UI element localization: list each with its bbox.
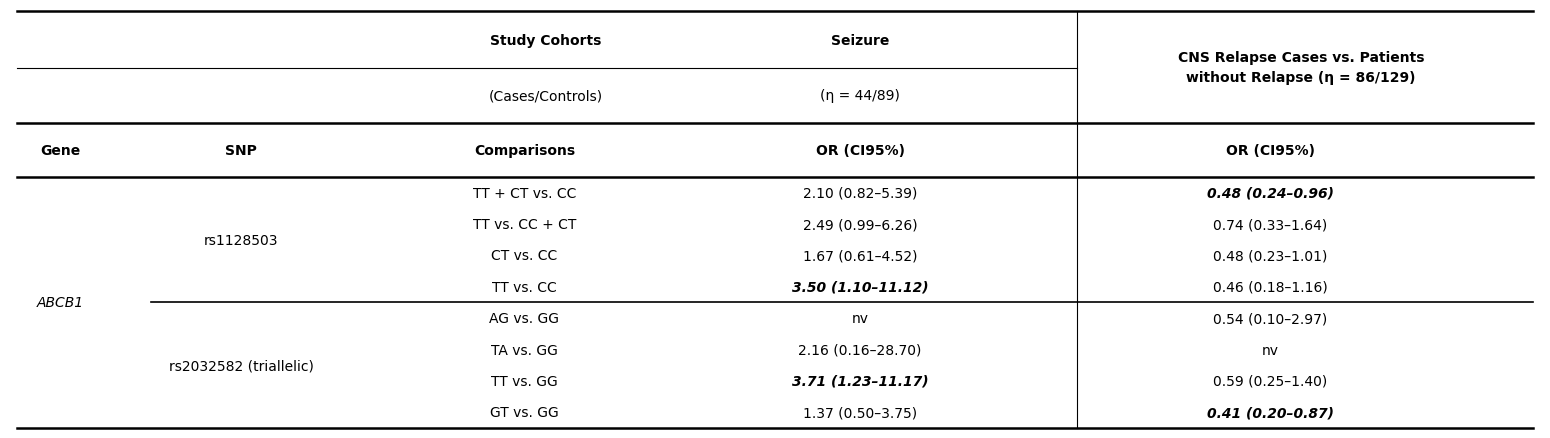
Text: 0.48 (0.24–0.96): 0.48 (0.24–0.96)	[1206, 186, 1333, 200]
Text: 2.10 (0.82–5.39): 2.10 (0.82–5.39)	[803, 186, 918, 200]
Text: (η = 44/89): (η = 44/89)	[820, 89, 901, 103]
Text: nv: nv	[851, 311, 868, 325]
Text: 2.16 (0.16–28.70): 2.16 (0.16–28.70)	[798, 343, 922, 357]
Text: 0.74 (0.33–1.64): 0.74 (0.33–1.64)	[1214, 218, 1327, 232]
Text: 1.67 (0.61–4.52): 1.67 (0.61–4.52)	[803, 249, 918, 263]
Text: 3.71 (1.23–11.17): 3.71 (1.23–11.17)	[792, 374, 928, 388]
Text: 2.49 (0.99–6.26): 2.49 (0.99–6.26)	[803, 218, 918, 232]
Text: CT vs. CC: CT vs. CC	[491, 249, 558, 263]
Text: GT vs. GG: GT vs. GG	[490, 405, 558, 419]
Text: TT vs. GG: TT vs. GG	[491, 374, 558, 388]
Text: CNS Relapse Cases vs. Patients
without Relapse (η = 86/129): CNS Relapse Cases vs. Patients without R…	[1178, 51, 1424, 85]
Text: 0.41 (0.20–0.87): 0.41 (0.20–0.87)	[1206, 405, 1333, 419]
Text: TT vs. CC + CT: TT vs. CC + CT	[473, 218, 577, 232]
Text: 0.54 (0.10–2.97): 0.54 (0.10–2.97)	[1214, 311, 1327, 325]
Text: 0.46 (0.18–1.16): 0.46 (0.18–1.16)	[1212, 280, 1327, 294]
Text: TT + CT vs. CC: TT + CT vs. CC	[473, 186, 577, 200]
Text: Seizure: Seizure	[831, 34, 890, 48]
Text: Gene: Gene	[40, 144, 81, 157]
Text: SNP: SNP	[225, 144, 257, 157]
Text: 3.50 (1.10–11.12): 3.50 (1.10–11.12)	[792, 280, 928, 294]
Text: rs2032582 (triallelic): rs2032582 (triallelic)	[169, 358, 313, 372]
Text: AG vs. GG: AG vs. GG	[490, 311, 560, 325]
Text: nv: nv	[1262, 343, 1279, 357]
Text: rs1128503: rs1128503	[205, 233, 279, 247]
Text: Comparisons: Comparisons	[474, 144, 575, 157]
Text: Study Cohorts: Study Cohorts	[490, 34, 601, 48]
Text: 0.48 (0.23–1.01): 0.48 (0.23–1.01)	[1214, 249, 1327, 263]
Text: TT vs. CC: TT vs. CC	[491, 280, 556, 294]
Text: 0.59 (0.25–1.40): 0.59 (0.25–1.40)	[1214, 374, 1327, 388]
Text: OR (CI95%): OR (CI95%)	[1226, 144, 1314, 157]
Text: ABCB1: ABCB1	[37, 296, 84, 310]
Text: TA vs. GG: TA vs. GG	[491, 343, 558, 357]
Text: (Cases/Controls): (Cases/Controls)	[488, 89, 603, 103]
Text: OR (CI95%): OR (CI95%)	[815, 144, 905, 157]
Text: 1.37 (0.50–3.75): 1.37 (0.50–3.75)	[803, 405, 918, 419]
